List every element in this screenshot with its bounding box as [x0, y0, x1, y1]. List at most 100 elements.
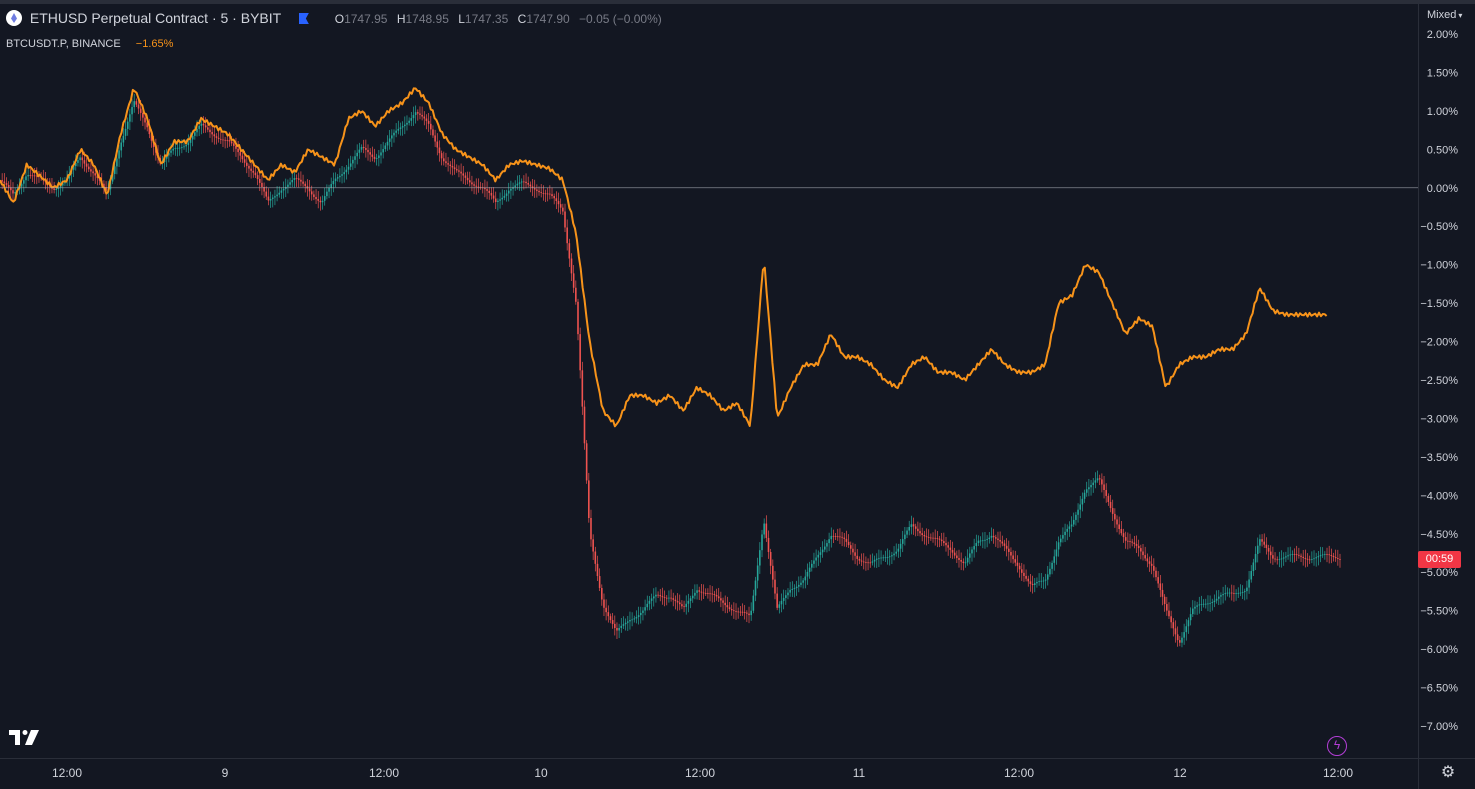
candle-body: [1308, 559, 1311, 561]
flag-icon[interactable]: [298, 13, 309, 24]
candle-body: [1127, 540, 1129, 542]
candle-body: [1103, 484, 1105, 491]
y-tick-label: −0.50%: [1420, 221, 1458, 233]
candle-body: [514, 185, 517, 188]
candle-body: [860, 560, 863, 562]
candle-body: [624, 622, 627, 625]
candle-body: [856, 555, 859, 559]
candle-body: [1228, 592, 1231, 594]
candle-body: [746, 612, 748, 614]
candle-body: [94, 173, 97, 176]
candle-body: [1036, 582, 1038, 584]
candle-body: [581, 370, 584, 407]
candle-body: [204, 125, 207, 128]
candle-body: [1170, 616, 1172, 623]
candle-body: [232, 143, 235, 146]
candle-body: [551, 194, 553, 197]
candle-body: [224, 139, 226, 141]
candle-body: [74, 162, 77, 167]
candle-body: [603, 599, 605, 608]
candle-body: [185, 145, 187, 147]
candle-body: [1029, 581, 1032, 584]
gear-icon[interactable]: ⚙: [1440, 764, 1456, 781]
candle-body: [854, 552, 856, 556]
tradingview-logo-icon[interactable]: [8, 727, 40, 747]
y-tick-label: −2.00%: [1420, 337, 1458, 349]
candle-body: [505, 193, 508, 196]
x-tick-label: 10: [534, 766, 548, 780]
candle-body: [217, 137, 220, 139]
candle-body: [559, 204, 562, 208]
candle-body: [1337, 558, 1339, 559]
candle-body: [726, 605, 729, 608]
x-tick-label: 11: [853, 766, 866, 780]
candle-body: [388, 138, 391, 142]
scale-mode-button[interactable]: Mixed ▾: [1427, 9, 1462, 21]
top-border: [0, 0, 1475, 4]
candle-body: [146, 122, 149, 128]
candle-body: [1220, 595, 1222, 597]
candle-body: [484, 187, 486, 190]
candle-body: [979, 540, 982, 542]
scale-mode-label: Mixed: [1427, 9, 1457, 21]
candle-body: [743, 612, 746, 613]
candle-body: [7, 184, 10, 188]
candle-body: [425, 118, 428, 121]
candle-body: [1142, 551, 1144, 556]
candle-body: [133, 101, 136, 108]
lightning-icon[interactable]: ϟ: [1327, 736, 1347, 756]
candle-body: [150, 134, 153, 141]
candle-body: [1163, 596, 1166, 605]
candle-body: [310, 191, 313, 195]
candle-body: [464, 175, 467, 178]
candle-body: [1226, 592, 1229, 594]
candle-body: [243, 159, 246, 163]
candle-body: [620, 625, 623, 628]
candle-body: [87, 166, 90, 170]
candle-body: [5, 183, 8, 185]
candle-body: [213, 134, 216, 137]
candle-body: [696, 590, 698, 593]
candle-body: [1194, 606, 1196, 609]
candle-body: [787, 592, 789, 596]
candle-body: [1328, 554, 1330, 556]
open-label: O: [334, 12, 345, 26]
compare-legend[interactable]: BTCUSDT.P, BINANCE −1.65%: [6, 38, 173, 50]
candle-body: [356, 152, 358, 157]
candle-body: [947, 545, 949, 548]
candle-body: [458, 170, 460, 172]
candle-body: [1150, 563, 1153, 566]
candle-body: [453, 167, 456, 170]
candle-body: [572, 273, 575, 288]
candle-body: [438, 147, 441, 154]
candle-body: [663, 597, 666, 598]
candle-body: [1269, 551, 1272, 556]
candle-body: [408, 120, 410, 123]
candle-body: [566, 227, 568, 244]
candle-body: [1166, 604, 1168, 611]
candle-body: [1293, 554, 1296, 555]
candle-body: [678, 602, 681, 605]
candle-body: [1181, 637, 1183, 643]
candle-body: [423, 116, 426, 119]
candle-body: [1237, 592, 1240, 594]
candle-body: [462, 173, 465, 176]
candle-body: [765, 523, 768, 538]
candle-body: [1321, 554, 1324, 556]
candle-body: [594, 551, 597, 564]
symbol-title[interactable]: ETHUSD Perpetual Contract · 5 · BYBIT: [29, 10, 281, 26]
candle-body: [1243, 591, 1246, 593]
candle-body: [798, 584, 800, 587]
compare-change: −1.65%: [135, 38, 174, 50]
candle-body: [1109, 501, 1112, 509]
candle-body: [984, 539, 986, 541]
candle-body: [471, 182, 473, 185]
candle-body: [414, 112, 417, 116]
candle-body: [925, 536, 928, 538]
candle-body: [875, 558, 878, 560]
candle-body: [358, 149, 361, 153]
candle-body: [629, 619, 631, 622]
candle-body: [570, 258, 573, 274]
candle-body: [800, 582, 802, 585]
